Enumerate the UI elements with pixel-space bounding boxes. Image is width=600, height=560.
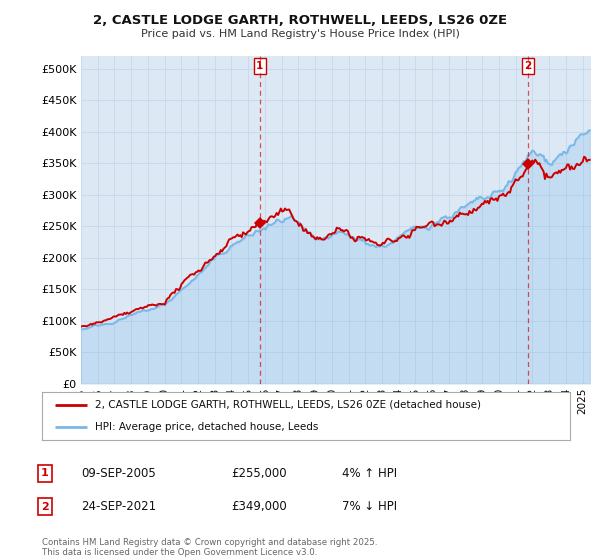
Text: Contains HM Land Registry data © Crown copyright and database right 2025.
This d: Contains HM Land Registry data © Crown c… bbox=[42, 538, 377, 557]
Text: Price paid vs. HM Land Registry's House Price Index (HPI): Price paid vs. HM Land Registry's House … bbox=[140, 29, 460, 39]
Text: 2, CASTLE LODGE GARTH, ROTHWELL, LEEDS, LS26 0ZE: 2, CASTLE LODGE GARTH, ROTHWELL, LEEDS, … bbox=[93, 14, 507, 27]
Text: £255,000: £255,000 bbox=[231, 466, 287, 480]
Text: HPI: Average price, detached house, Leeds: HPI: Average price, detached house, Leed… bbox=[95, 422, 318, 432]
Text: 7% ↓ HPI: 7% ↓ HPI bbox=[342, 500, 397, 514]
Text: 09-SEP-2005: 09-SEP-2005 bbox=[81, 466, 156, 480]
Text: 4% ↑ HPI: 4% ↑ HPI bbox=[342, 466, 397, 480]
Text: 1: 1 bbox=[41, 468, 49, 478]
Text: £349,000: £349,000 bbox=[231, 500, 287, 514]
Text: 2: 2 bbox=[41, 502, 49, 512]
Text: 2, CASTLE LODGE GARTH, ROTHWELL, LEEDS, LS26 0ZE (detached house): 2, CASTLE LODGE GARTH, ROTHWELL, LEEDS, … bbox=[95, 400, 481, 410]
Text: 2: 2 bbox=[524, 61, 532, 71]
Text: 1: 1 bbox=[256, 61, 263, 71]
Text: 24-SEP-2021: 24-SEP-2021 bbox=[81, 500, 156, 514]
